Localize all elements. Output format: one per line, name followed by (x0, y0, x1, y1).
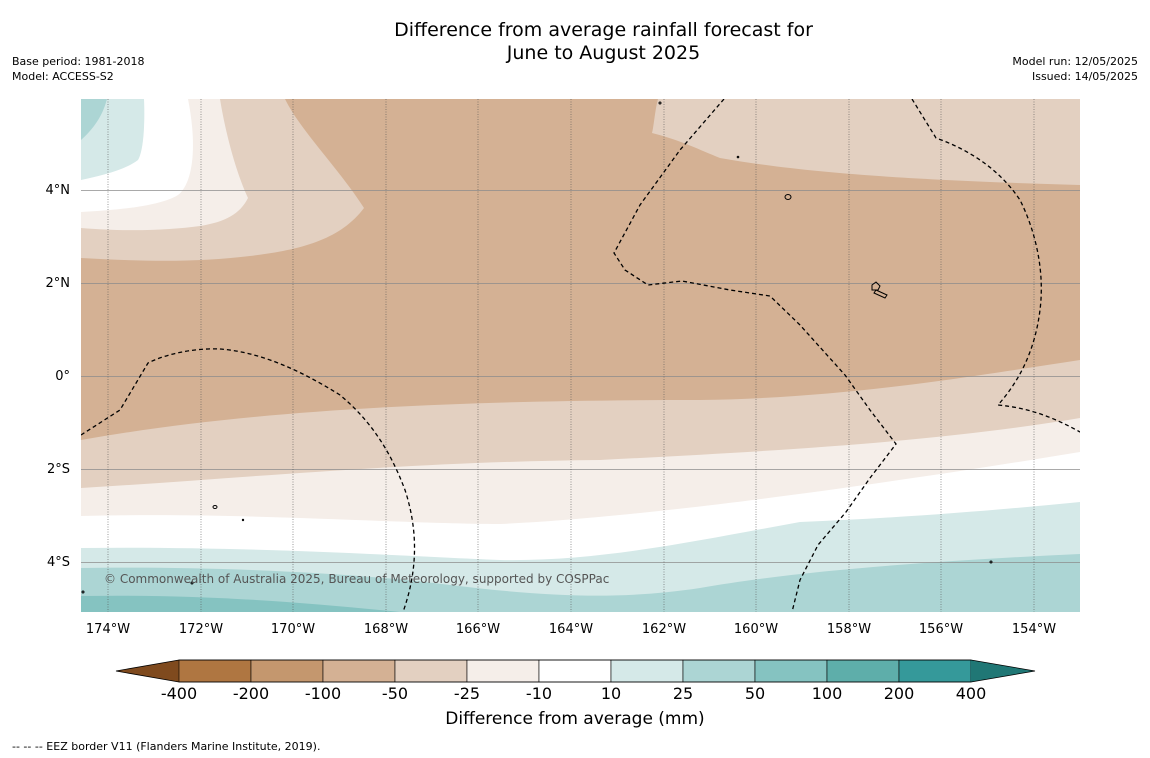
eez-borders (81, 99, 1080, 612)
colorbar-tick-label: 25 (672, 684, 694, 703)
colorbar-segment (826, 659, 900, 683)
chart-title-line2: June to August 2025 (506, 42, 701, 64)
colorbar-tick-label: 400 (955, 684, 987, 703)
lon-label-166w: 166°W (455, 622, 501, 637)
lon-label-168w: 168°W (363, 622, 409, 637)
colorbar-segment (394, 659, 468, 683)
colorbar-tick-label: -10 (525, 684, 553, 703)
longitude-gridlines (107, 99, 1035, 612)
colorbar-extend-low (116, 660, 179, 682)
lon-label-170w: 170°W (270, 622, 316, 637)
wet-anomaly-band-50-100 (81, 595, 400, 612)
legend-title: Difference from average (mm) (445, 709, 705, 729)
lat-label-4s: 4°S (46, 555, 70, 570)
lon-label-172w: 172°W (178, 622, 224, 637)
base-period-label: Base period: 1981-2018 (12, 55, 145, 68)
chart-title-line1: Difference from average rainfall forecas… (394, 19, 813, 41)
colorbar-segment (682, 659, 756, 683)
lat-label-0: 0° (55, 369, 70, 384)
model-label: Model: ACCESS-S2 (12, 70, 114, 83)
colorbar-segment (610, 659, 684, 683)
colorbar-segment (538, 659, 612, 683)
islands (81, 101, 993, 594)
colorbar-tick-label: -400 (160, 684, 198, 703)
lon-label-158w: 158°W (826, 622, 872, 637)
lon-label-156w: 156°W (918, 622, 964, 637)
wet-anomaly-north-25-50 (81, 99, 107, 140)
dry-anomaly-band-northeast-25-50 (652, 99, 1080, 185)
colorbar-tick-label: 10 (600, 684, 622, 703)
colorbar-segment (250, 659, 324, 683)
issued-label: Issued: 14/05/2025 (1031, 70, 1138, 83)
lon-label-162w: 162°W (641, 622, 687, 637)
latitude-gridlines (81, 190, 1080, 563)
colorbar-tick-label: 200 (883, 684, 915, 703)
copyright-notice: © Commonwealth of Australia 2025, Bureau… (104, 572, 610, 586)
lon-label-160w: 160°W (733, 622, 779, 637)
colorbar-segment (178, 659, 252, 683)
wet-anomaly-band-25-50 (81, 554, 1080, 612)
lat-label-2s: 2°S (46, 462, 70, 477)
lat-label-2n: 2°N (45, 276, 71, 291)
model-run-label: Model run: 12/05/2025 (1012, 55, 1138, 68)
lon-label-174w: 174°W (85, 622, 131, 637)
colorbar-tick-label: 50 (744, 684, 766, 703)
colorbar-tick-label: 100 (811, 684, 843, 703)
lon-label-154w: 154°W (1011, 622, 1057, 637)
colorbar-segment (466, 659, 540, 683)
colorbar-tick-label: -50 (381, 684, 409, 703)
colorbar-tick-label: -100 (304, 684, 342, 703)
lon-label-164w: 164°W (548, 622, 594, 637)
colorbar-segment (754, 659, 828, 683)
colorbar-segment (898, 659, 972, 683)
eez-footnote: -- -- -- EEZ border V11 (Flanders Marine… (12, 740, 321, 753)
colorbar (115, 659, 1036, 683)
lat-label-4n: 4°N (45, 183, 71, 198)
colorbar-extend-high (971, 660, 1035, 682)
colorbar-segment (322, 659, 396, 683)
colorbar-tick-label: -25 (453, 684, 481, 703)
colorbar-tick-label: -200 (232, 684, 270, 703)
